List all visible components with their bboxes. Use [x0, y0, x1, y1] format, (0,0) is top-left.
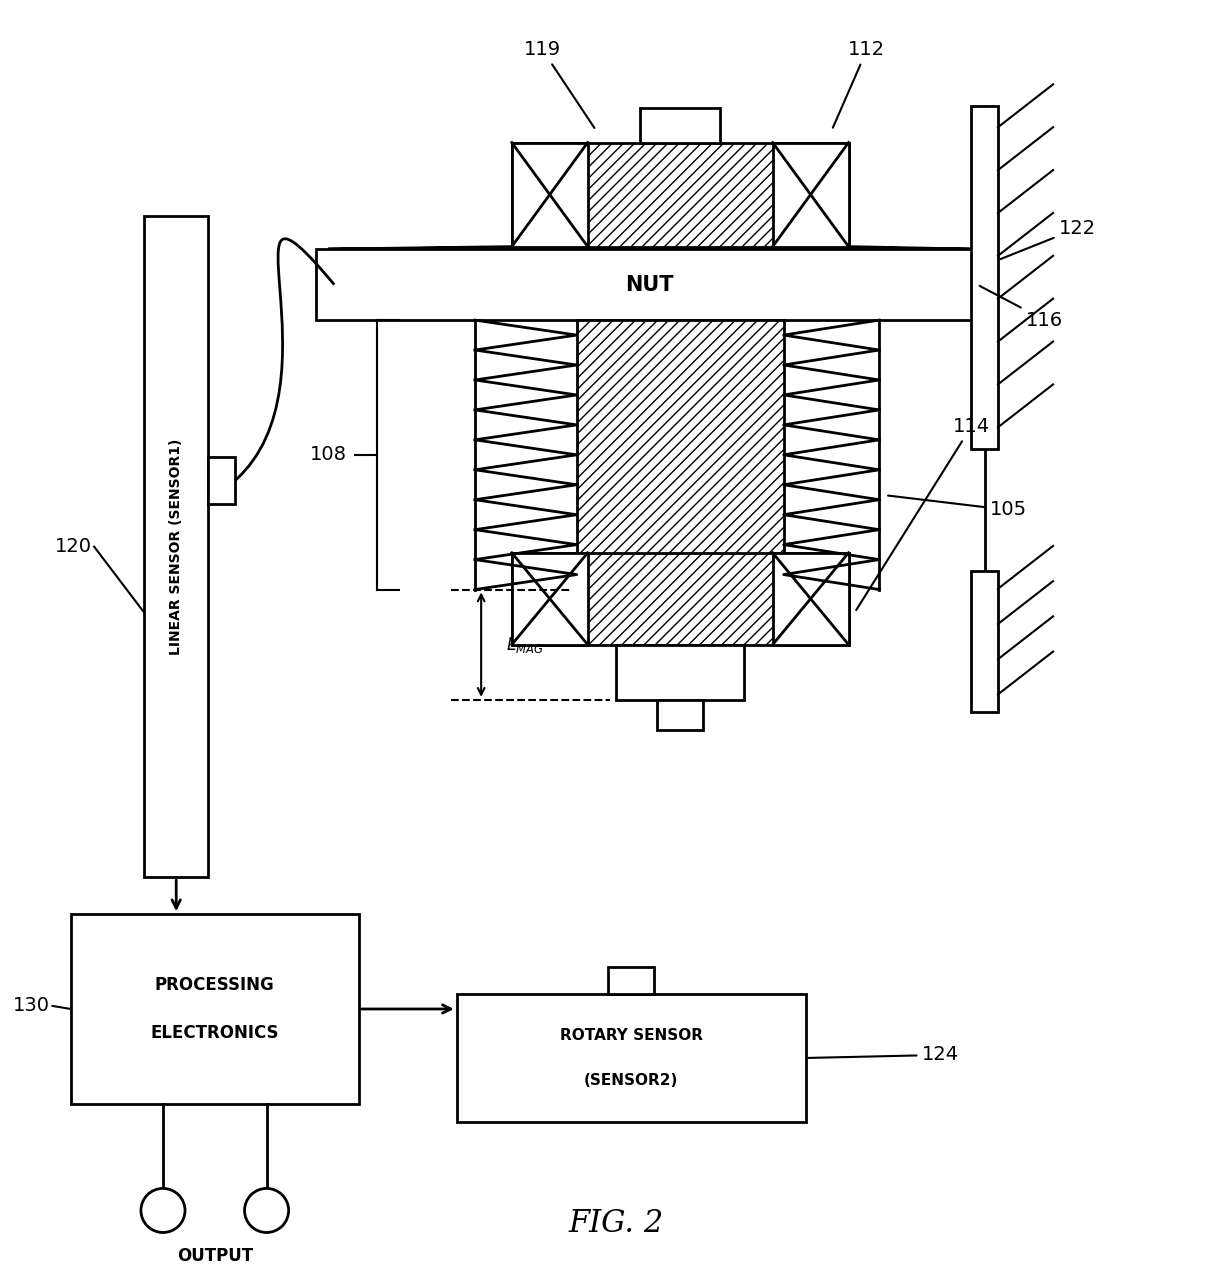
- Text: 130: 130: [14, 996, 50, 1015]
- Text: 124: 124: [809, 1046, 959, 1065]
- Bar: [608, 967, 655, 993]
- Bar: [657, 700, 703, 730]
- Text: 116: 116: [980, 286, 1064, 329]
- Bar: [971, 106, 998, 449]
- Bar: [316, 249, 984, 321]
- Polygon shape: [720, 247, 971, 249]
- Text: (SENSOR2): (SENSOR2): [583, 1072, 678, 1088]
- Text: FIG. 2: FIG. 2: [569, 1207, 664, 1239]
- Bar: [576, 321, 784, 589]
- Bar: [773, 553, 848, 645]
- Text: 112: 112: [833, 41, 885, 127]
- Text: 108: 108: [309, 445, 346, 464]
- Bar: [640, 108, 720, 142]
- Circle shape: [245, 1188, 288, 1233]
- Text: OUTPUT: OUTPUT: [177, 1248, 252, 1266]
- Text: ROTARY SENSOR: ROTARY SENSOR: [560, 1029, 703, 1043]
- Bar: [144, 216, 208, 878]
- Text: 105: 105: [888, 496, 1027, 519]
- Bar: [457, 993, 806, 1122]
- Bar: [71, 915, 358, 1104]
- Text: $L_{MAG}$: $L_{MAG}$: [506, 635, 543, 655]
- Text: ELECTRONICS: ELECTRONICS: [150, 1024, 279, 1043]
- Bar: [208, 457, 235, 504]
- Circle shape: [140, 1188, 185, 1233]
- Polygon shape: [329, 247, 640, 249]
- Text: 119: 119: [524, 41, 595, 128]
- Bar: [616, 645, 745, 700]
- Text: 114: 114: [857, 417, 990, 611]
- Text: 122: 122: [1001, 219, 1097, 259]
- Bar: [512, 142, 848, 247]
- Bar: [773, 142, 848, 247]
- Text: PROCESSING: PROCESSING: [155, 976, 275, 993]
- Bar: [512, 553, 848, 645]
- Text: LINEAR SENSOR (SENSOR1): LINEAR SENSOR (SENSOR1): [169, 439, 183, 655]
- Bar: [512, 553, 587, 645]
- Bar: [971, 571, 998, 712]
- Text: NUT: NUT: [625, 275, 673, 295]
- Text: 120: 120: [54, 537, 91, 556]
- Bar: [512, 142, 587, 247]
